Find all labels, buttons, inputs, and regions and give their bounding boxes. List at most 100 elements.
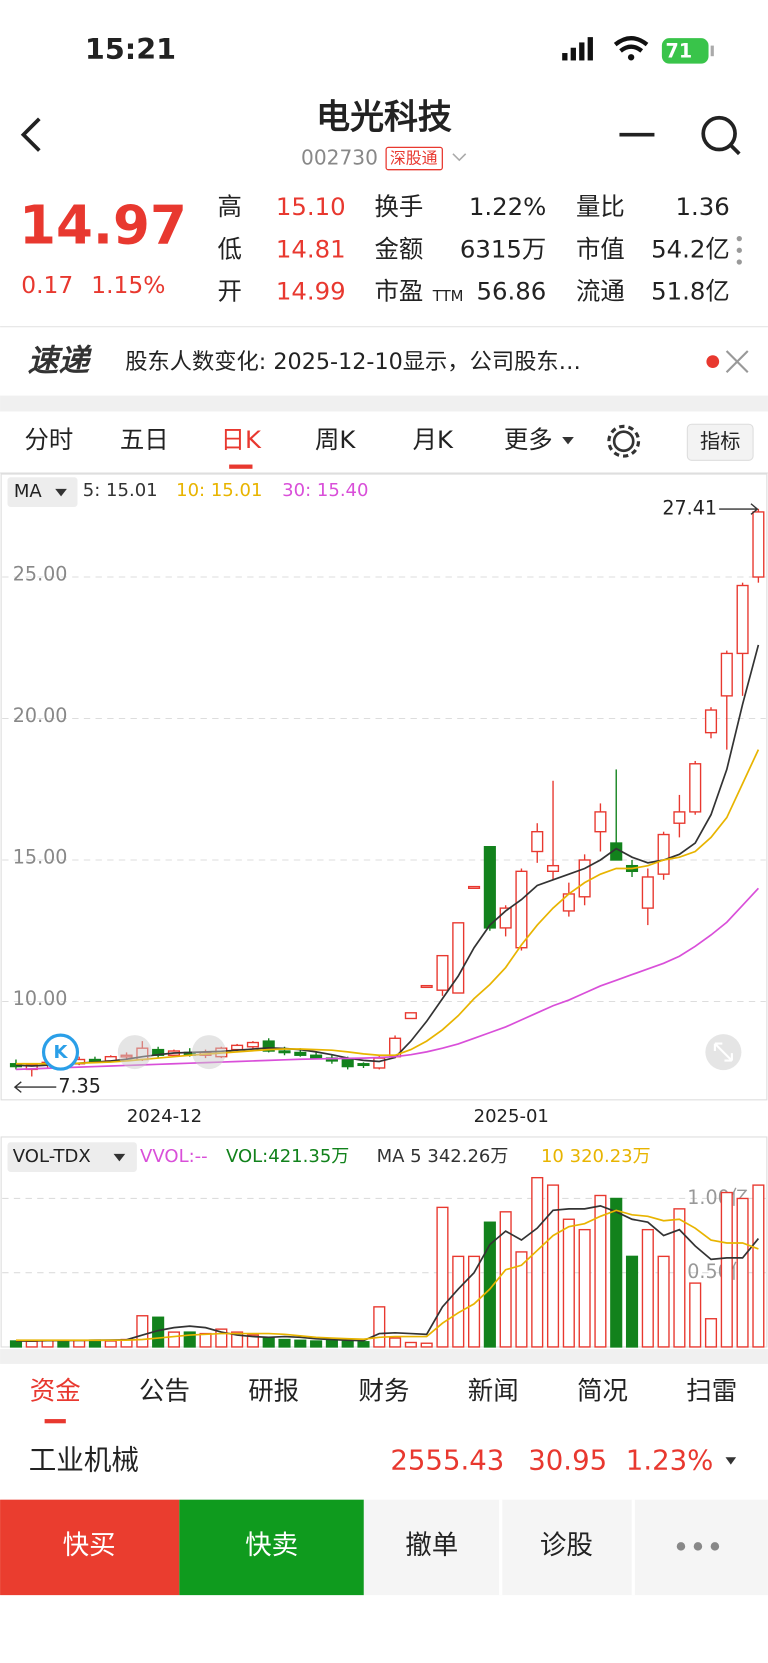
tab[interactable]: 周K [315, 425, 356, 454]
stat-label-suffix: TTM [432, 288, 464, 305]
tab[interactable]: 更多 [504, 425, 553, 454]
signal-icon [562, 37, 593, 61]
ma-selector[interactable]: MA [14, 481, 43, 502]
settings-button[interactable] [612, 430, 635, 453]
quick-sell[interactable]: 快卖 [245, 1530, 298, 1561]
volume-bar [341, 1340, 354, 1348]
stat-value: 1.36 [675, 192, 729, 221]
candle-body [578, 859, 591, 898]
volume-bar [310, 1340, 323, 1348]
back-button[interactable] [20, 117, 41, 152]
fullscreen-icon [713, 1042, 733, 1062]
sector-name[interactable]: 工业机械 [29, 1443, 139, 1476]
legend-vol-ma5: MA 5 342.26万 [377, 1146, 509, 1167]
candle-body [436, 954, 449, 991]
legend-vvol: VVOL:-- [140, 1146, 208, 1167]
chart-frame [0, 473, 768, 1101]
more-arrow [562, 436, 574, 445]
info-tab-active[interactable]: 资金 [30, 1377, 81, 1407]
tab[interactable]: 分时 [24, 425, 73, 454]
gap [0, 1349, 768, 1364]
tab[interactable]: 月K [413, 425, 454, 454]
x-label: 2025-01 [474, 1106, 549, 1127]
stat-label: 高 [217, 192, 241, 221]
cancel-order[interactable]: 撤单 [405, 1530, 458, 1561]
more-actions[interactable] [676, 1542, 720, 1551]
tab-active[interactable]: 日K [221, 425, 262, 454]
info-tab[interactable]: 研报 [248, 1377, 299, 1407]
diagnose[interactable]: 诊股 [540, 1530, 593, 1561]
candle-body [294, 1051, 307, 1056]
zoom-in[interactable] [192, 1035, 226, 1070]
candle-body [546, 864, 560, 873]
volume-bar [467, 1255, 481, 1348]
volume-bar [625, 1255, 639, 1348]
info-tab[interactable]: 扫雷 [686, 1377, 737, 1407]
search-button[interactable] [701, 115, 737, 152]
badge-box [385, 146, 443, 171]
candle-body [310, 1054, 323, 1059]
info-tab[interactable]: 简况 [577, 1377, 628, 1407]
stat-label: 换手 [374, 192, 423, 221]
volume-bar [436, 1206, 449, 1348]
y-tick-label: 1.00亿 [687, 1186, 749, 1209]
wifi-icon [613, 36, 649, 53]
close-news[interactable] [725, 350, 749, 374]
price-change-pct: 1.15% [91, 271, 165, 299]
battery-tip [710, 45, 714, 57]
volume-bar [104, 1340, 117, 1348]
info-tab[interactable]: 新闻 [468, 1377, 519, 1407]
candle-body [752, 511, 765, 578]
min-arrow [13, 1081, 57, 1093]
volume-bar [373, 1306, 386, 1348]
vol-selector[interactable]: VOL-TDX [13, 1146, 91, 1167]
candle-body [736, 584, 749, 655]
volume-bar [183, 1331, 196, 1348]
news-text[interactable]: 股东人数变化: 2025-12-10显示，公司股东… [125, 349, 581, 375]
volume-bar [41, 1340, 54, 1348]
legend-ma30: 30: 15.40 [282, 480, 368, 501]
stock-code: 002730 [301, 146, 378, 170]
stat-value: 56.86 [476, 277, 546, 306]
volume-bar [720, 1191, 733, 1348]
candle-body [531, 831, 544, 853]
volume-bar [752, 1184, 765, 1348]
candle-body [373, 1057, 386, 1069]
ma-arrow [55, 488, 67, 497]
volume-bar [389, 1337, 402, 1348]
more-dots[interactable] [736, 235, 742, 265]
volume-bar [404, 1341, 417, 1348]
info-tab[interactable]: 公告 [139, 1377, 190, 1407]
volume-bar [452, 1255, 465, 1348]
vol-selector-box [7, 1142, 137, 1172]
y-tick-label: 15.00 [13, 845, 68, 868]
candle-body [231, 1044, 244, 1051]
sector-arrow[interactable] [725, 1457, 737, 1465]
info-tab[interactable]: 财务 [359, 1377, 410, 1407]
info-tab-underline [44, 1419, 66, 1424]
volume-bar [73, 1339, 86, 1348]
candle-body [262, 1040, 275, 1052]
dropdown-icon[interactable] [452, 153, 467, 162]
period-tabs: 分时 五日 日K 周K 月K 更多 [24, 425, 552, 454]
candle-body [88, 1058, 102, 1062]
stat-label: 流通 [576, 277, 625, 306]
max-arrow [719, 503, 759, 515]
candle-body [420, 984, 433, 989]
stat-value: 15.10 [276, 192, 346, 221]
stock-name: 电光科技 [316, 98, 452, 137]
zoom-out[interactable] [117, 1035, 152, 1070]
tab[interactable]: 五日 [120, 425, 169, 454]
status-time: 15:21 [85, 32, 176, 66]
quick-buy[interactable]: 快买 [63, 1530, 116, 1561]
candle-body [452, 922, 465, 994]
candle-body [357, 1063, 370, 1067]
indicator-button[interactable]: 指标 [700, 429, 740, 453]
y-tick-label: 0.50亿 [687, 1260, 749, 1283]
info-tabs: 资金 公告 研报 财务 新闻 简况 扫雷 [30, 1377, 737, 1407]
volume-bar [9, 1340, 23, 1348]
k-event-icon[interactable] [41, 1033, 80, 1071]
volume-bar [357, 1341, 370, 1348]
sector-change-pct: 1.23% [626, 1443, 714, 1476]
